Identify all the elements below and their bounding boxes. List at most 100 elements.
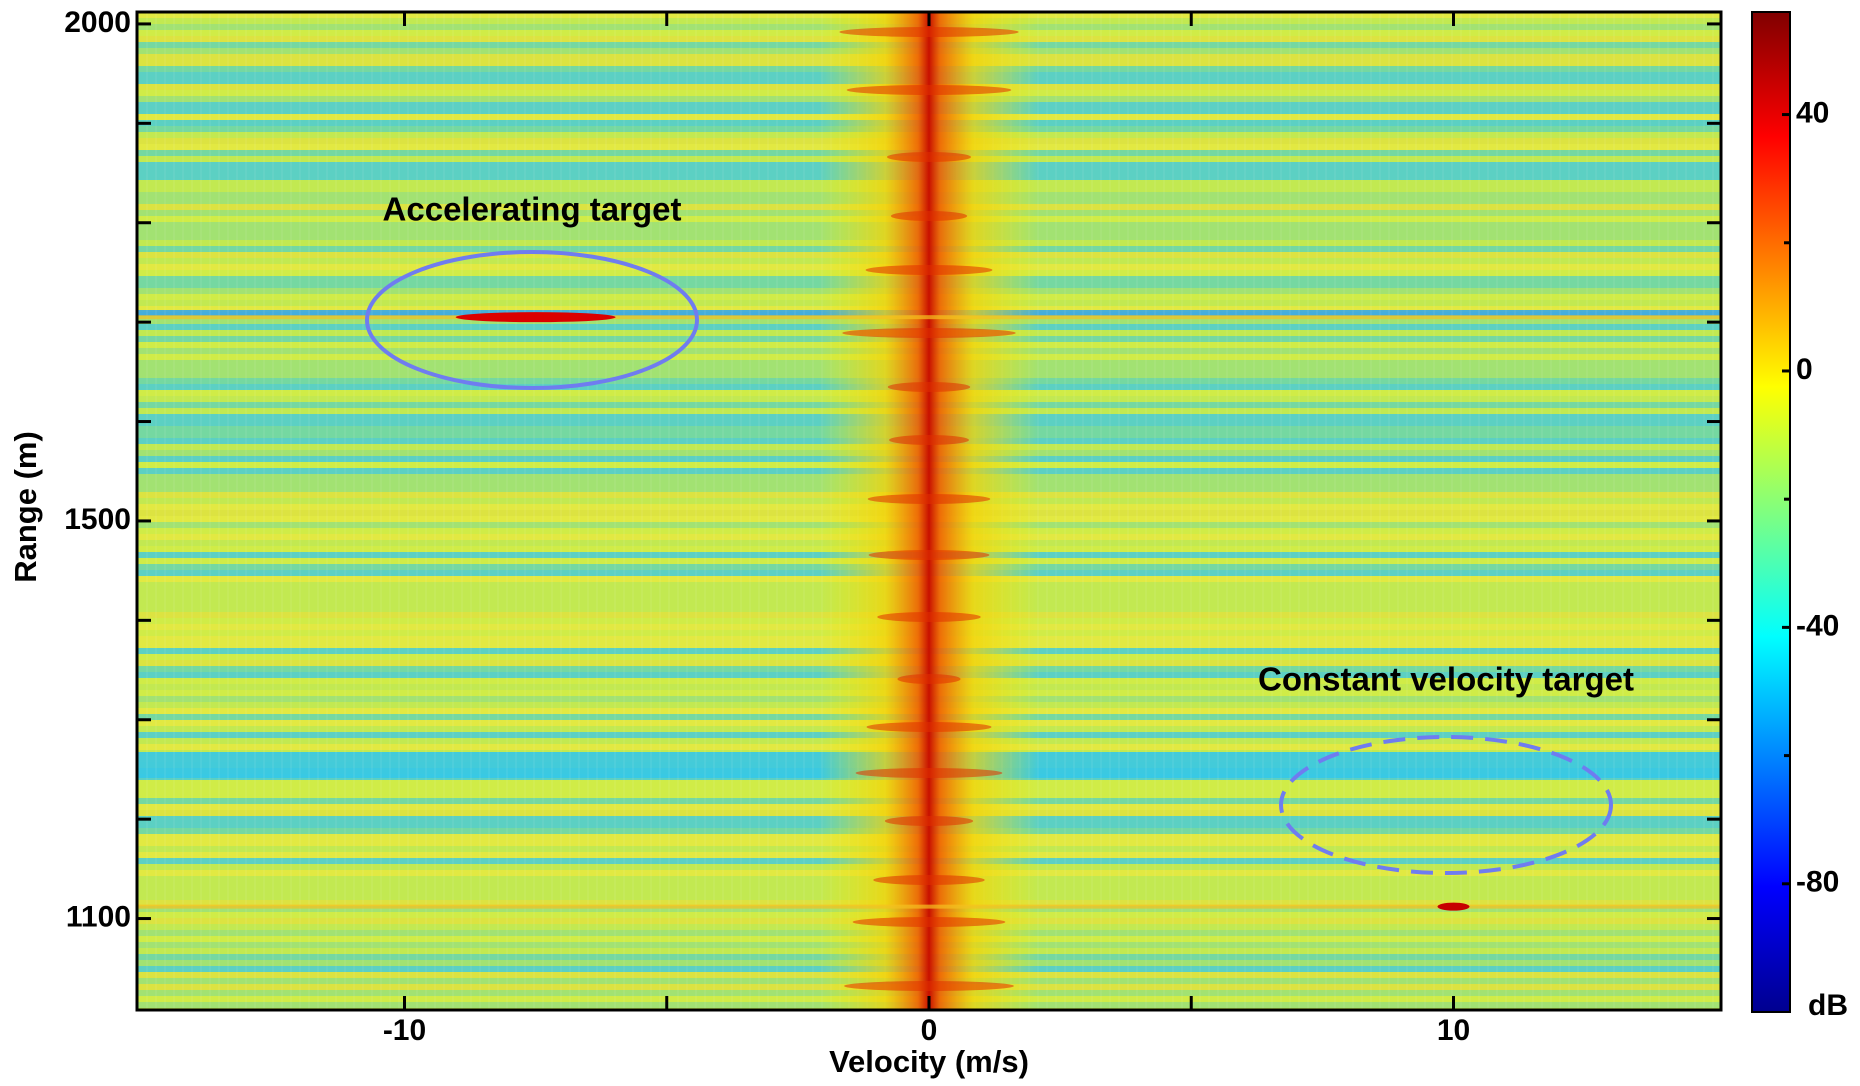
heatmap-column [1334, 12, 1336, 1010]
clutter-spot [839, 27, 1019, 37]
heatmap-column [623, 12, 625, 1010]
clutter-spot [865, 265, 993, 275]
heatmap-column [1244, 12, 1246, 1010]
colorbar-tick-label: -80 [1796, 866, 1839, 899]
heatmap-column [290, 12, 292, 1010]
heatmap-column [200, 12, 202, 1010]
clutter-spot [846, 85, 1012, 95]
heatmap-column [1550, 12, 1552, 1010]
heatmap-column [326, 12, 328, 1010]
heatmap-column [1685, 12, 1687, 1010]
heatmap-column [1073, 12, 1075, 1010]
target [455, 312, 616, 323]
clutter-spot [867, 494, 991, 504]
heatmap-column [155, 12, 157, 1010]
clutter-spot [889, 435, 969, 445]
heatmap-column [362, 12, 364, 1010]
heatmap-column [1496, 12, 1498, 1010]
clutter-spot [890, 211, 968, 221]
heatmap [137, 12, 1721, 1010]
heatmap-column [479, 12, 481, 1010]
heatmap-column [542, 12, 544, 1010]
heatmap-column [605, 12, 607, 1010]
clutter-spot [842, 328, 1016, 338]
heatmap-column [1622, 12, 1624, 1010]
heatmap-column [731, 12, 733, 1010]
y-tick-label: 1100 [66, 900, 131, 933]
heatmap-column [785, 12, 787, 1010]
colorbar-label: dB [1808, 989, 1848, 1022]
heatmap-column [1595, 12, 1597, 1010]
heatmap-column [1577, 12, 1579, 1010]
heatmap-column [1280, 12, 1282, 1010]
heatmap-column [1568, 12, 1570, 1010]
heatmap-column [236, 12, 238, 1010]
heatmap-column [1415, 12, 1417, 1010]
heatmap-column [1469, 12, 1471, 1010]
target-row [137, 315, 1721, 320]
heatmap-column [443, 12, 445, 1010]
heatmap-column [1163, 12, 1165, 1010]
heatmap-column [173, 12, 175, 1010]
heatmap-column [506, 12, 508, 1010]
heatmap-column [1091, 12, 1093, 1010]
heatmap-column [1397, 12, 1399, 1010]
clutter-spot [877, 612, 981, 622]
heatmap-column [1442, 12, 1444, 1010]
heatmap-column [533, 12, 535, 1010]
heatmap-column [515, 12, 517, 1010]
heatmap-column [650, 12, 652, 1010]
heatmap-column [146, 12, 148, 1010]
clutter-spot [844, 981, 1014, 991]
x-tick-label: -10 [383, 1014, 426, 1047]
heatmap-column [371, 12, 373, 1010]
heatmap-column [1262, 12, 1264, 1010]
colorbar-tick-label: -40 [1796, 609, 1839, 642]
heatmap-column [416, 12, 418, 1010]
heatmap-column [227, 12, 229, 1010]
heatmap-column [668, 12, 670, 1010]
heatmap-column [560, 12, 562, 1010]
heatmap-column [1325, 12, 1327, 1010]
annotation: Accelerating target [383, 191, 682, 228]
heatmap-column [596, 12, 598, 1010]
heatmap-column [164, 12, 166, 1010]
heatmap-column [1478, 12, 1480, 1010]
heatmap-column [1694, 12, 1696, 1010]
heatmap-column [1640, 12, 1642, 1010]
heatmap-column [272, 12, 274, 1010]
heatmap-column [1613, 12, 1615, 1010]
heatmap-column [1586, 12, 1588, 1010]
heatmap-column [1064, 12, 1066, 1010]
heatmap-column [1631, 12, 1633, 1010]
heatmap-column [1199, 12, 1201, 1010]
heatmap-column [470, 12, 472, 1010]
heatmap-column [1370, 12, 1372, 1010]
heatmap-column [1226, 12, 1228, 1010]
clutter-spot [887, 152, 971, 162]
heatmap-column [1559, 12, 1561, 1010]
heatmap-column [254, 12, 256, 1010]
heatmap-column [1460, 12, 1462, 1010]
heatmap-column [488, 12, 490, 1010]
heatmap-column [1541, 12, 1543, 1010]
heatmap-column [740, 12, 742, 1010]
clutter-band [819, 12, 1039, 1010]
heatmap-column [1136, 12, 1138, 1010]
heatmap-column [452, 12, 454, 1010]
heatmap-column [659, 12, 661, 1010]
clutter-spot [873, 875, 985, 885]
heatmap-column [1307, 12, 1309, 1010]
heatmap-column [344, 12, 346, 1010]
heatmap-column [398, 12, 400, 1010]
heatmap-column [1451, 12, 1453, 1010]
heatmap-column [1604, 12, 1606, 1010]
heatmap-column [749, 12, 751, 1010]
heatmap-column [1649, 12, 1651, 1010]
colorbar [1751, 11, 1791, 1013]
heatmap-column [767, 12, 769, 1010]
heatmap-column [1316, 12, 1318, 1010]
heatmap-column [497, 12, 499, 1010]
